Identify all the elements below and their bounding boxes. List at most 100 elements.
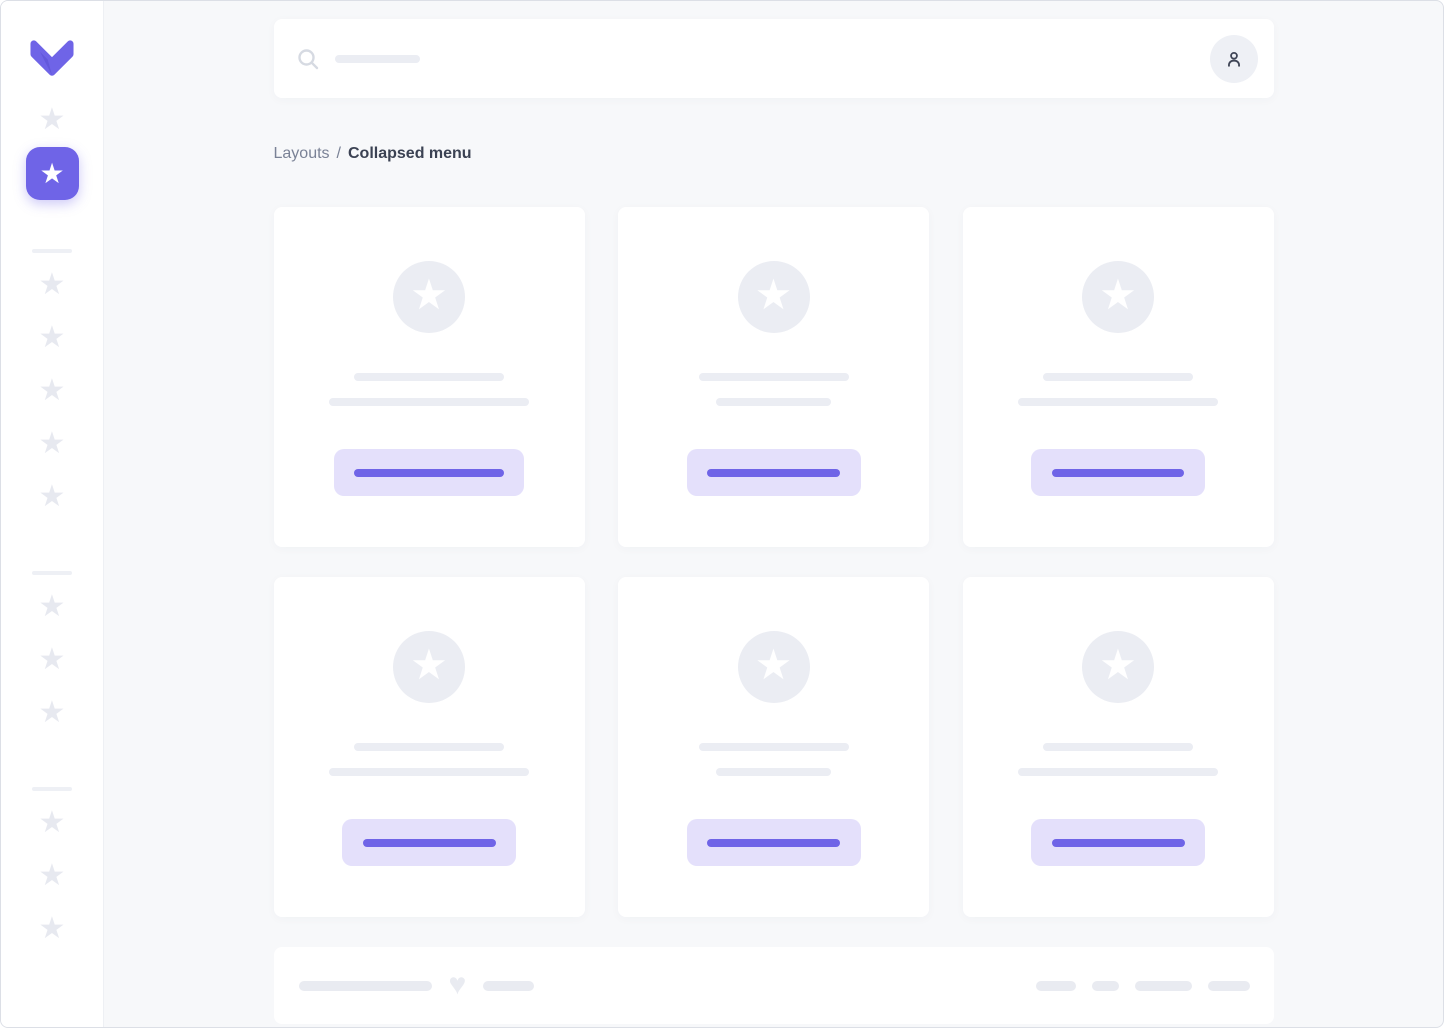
card-button-bar [354,468,504,477]
card-skeleton-line-2 [716,398,831,406]
breadcrumb-link-layouts[interactable]: Layouts [273,145,330,162]
star-icon: ★ [1099,271,1137,318]
logo-icon [30,40,74,76]
card-button[interactable] [342,819,516,866]
card-skeleton-line-2 [329,768,529,776]
heart-icon: ♥ [448,967,467,1001]
sidebar-group: ★ ★ ★ [32,787,72,945]
card-button[interactable] [1031,449,1205,496]
card-skeleton-line-1 [698,743,849,751]
card-avatar-circle: ★ [737,631,810,703]
star-icon: ★ [410,271,448,318]
card: ★ [618,577,929,917]
card-button[interactable] [686,819,861,866]
sidebar-group: ★ ★ ★ [32,571,72,729]
content: Layouts / Collapsed menu ★ ★ ★ [273,1,1274,1024]
card-skeleton-line-1 [1043,743,1193,751]
card-avatar-circle: ★ [393,631,465,703]
star-icon: ★ [38,480,66,513]
card: ★ [273,577,585,917]
card-button[interactable] [686,449,861,496]
logo[interactable] [25,37,79,81]
breadcrumb-separator: / [336,145,341,162]
star-icon: ★ [38,643,66,676]
sidebar-item[interactable]: ★ [38,643,66,676]
main: Layouts / Collapsed menu ★ ★ ★ [104,1,1443,1027]
search-skeleton [334,54,420,63]
sidebar-item[interactable]: ★ [38,806,66,839]
footer-skeleton-pill [1035,980,1076,991]
sidebar-items: ★ ★ ★ ★ ★ ★ ★ ★ ★ ★ ★ ★ ★ [25,81,79,945]
card-button-bar [707,468,840,477]
sidebar-item[interactable]: ★ [38,268,66,301]
sidebar-item[interactable]: ★ [38,103,66,136]
card-avatar-circle: ★ [1082,631,1154,703]
star-icon: ★ [38,590,66,623]
card-skeleton-line-2 [1018,768,1218,776]
star-icon: ★ [38,806,66,839]
star-icon: ★ [754,271,793,318]
sidebar-item[interactable]: ★ [38,859,66,892]
card-skeleton-line-2 [716,768,831,776]
card-avatar-circle: ★ [737,261,810,333]
star-icon: ★ [38,268,66,301]
sidebar-item-active[interactable]: ★ [25,147,79,200]
footer-skeleton-pill [298,980,432,991]
footer-card: ♥ [273,947,1274,1024]
search-icon [297,48,318,69]
card-skeleton-line-1 [354,373,504,381]
star-icon: ★ [38,374,66,407]
footer-right [1035,980,1250,991]
card-skeleton-line-1 [1043,373,1193,381]
footer-skeleton-pill [1091,980,1119,991]
search-bar[interactable] [273,19,1274,98]
card: ★ [273,207,585,547]
card-skeleton-line-2 [1018,398,1218,406]
card-avatar-circle: ★ [393,261,465,333]
footer-skeleton-pill [483,980,535,991]
card-button[interactable] [334,449,524,496]
user-icon [1227,51,1240,67]
sidebar: ★ ★ ★ ★ ★ ★ ★ ★ ★ ★ ★ ★ ★ [1,1,104,1027]
sidebar-divider [32,787,72,791]
star-icon: ★ [38,321,66,354]
sidebar-item[interactable]: ★ [38,321,66,354]
sidebar-item[interactable]: ★ [38,590,66,623]
star-icon: ★ [38,859,66,892]
sidebar-item[interactable]: ★ [38,480,66,513]
breadcrumb-current: Collapsed menu [348,145,472,162]
card-button-bar [1051,838,1185,847]
card-button-bar [1052,468,1184,477]
sidebar-item[interactable]: ★ [38,374,66,407]
card: ★ [962,207,1274,547]
star-icon: ★ [39,157,65,189]
star-icon: ★ [38,696,66,729]
card-skeleton-line-2 [329,398,529,406]
card-skeleton-line-1 [354,743,504,751]
card-skeleton-line-1 [698,373,849,381]
card-avatar-circle: ★ [1082,261,1154,333]
sidebar-divider [32,249,72,253]
card-button-bar [362,838,496,847]
breadcrumb: Layouts / Collapsed menu [274,145,1274,163]
user-avatar-button[interactable] [1209,34,1258,83]
sidebar-item[interactable]: ★ [38,427,66,460]
footer-skeleton-pill [1134,980,1192,991]
card-button[interactable] [1031,819,1205,866]
card-button-bar [707,838,840,847]
sidebar-item[interactable]: ★ [38,912,66,945]
star-icon: ★ [38,427,66,460]
star-icon: ★ [754,641,793,688]
star-icon: ★ [38,103,66,136]
star-icon: ★ [38,912,66,945]
card: ★ [618,207,929,547]
footer-skeleton-pill [1207,980,1250,991]
sidebar-group: ★ ★ ★ ★ ★ [32,249,72,513]
footer-left: ♥ [298,967,535,1001]
sidebar-item[interactable]: ★ [38,696,66,729]
cards-grid: ★ ★ ★ ★ ★ [273,207,1274,917]
card: ★ [962,577,1274,917]
star-icon: ★ [1099,641,1137,688]
star-icon: ★ [410,641,448,688]
